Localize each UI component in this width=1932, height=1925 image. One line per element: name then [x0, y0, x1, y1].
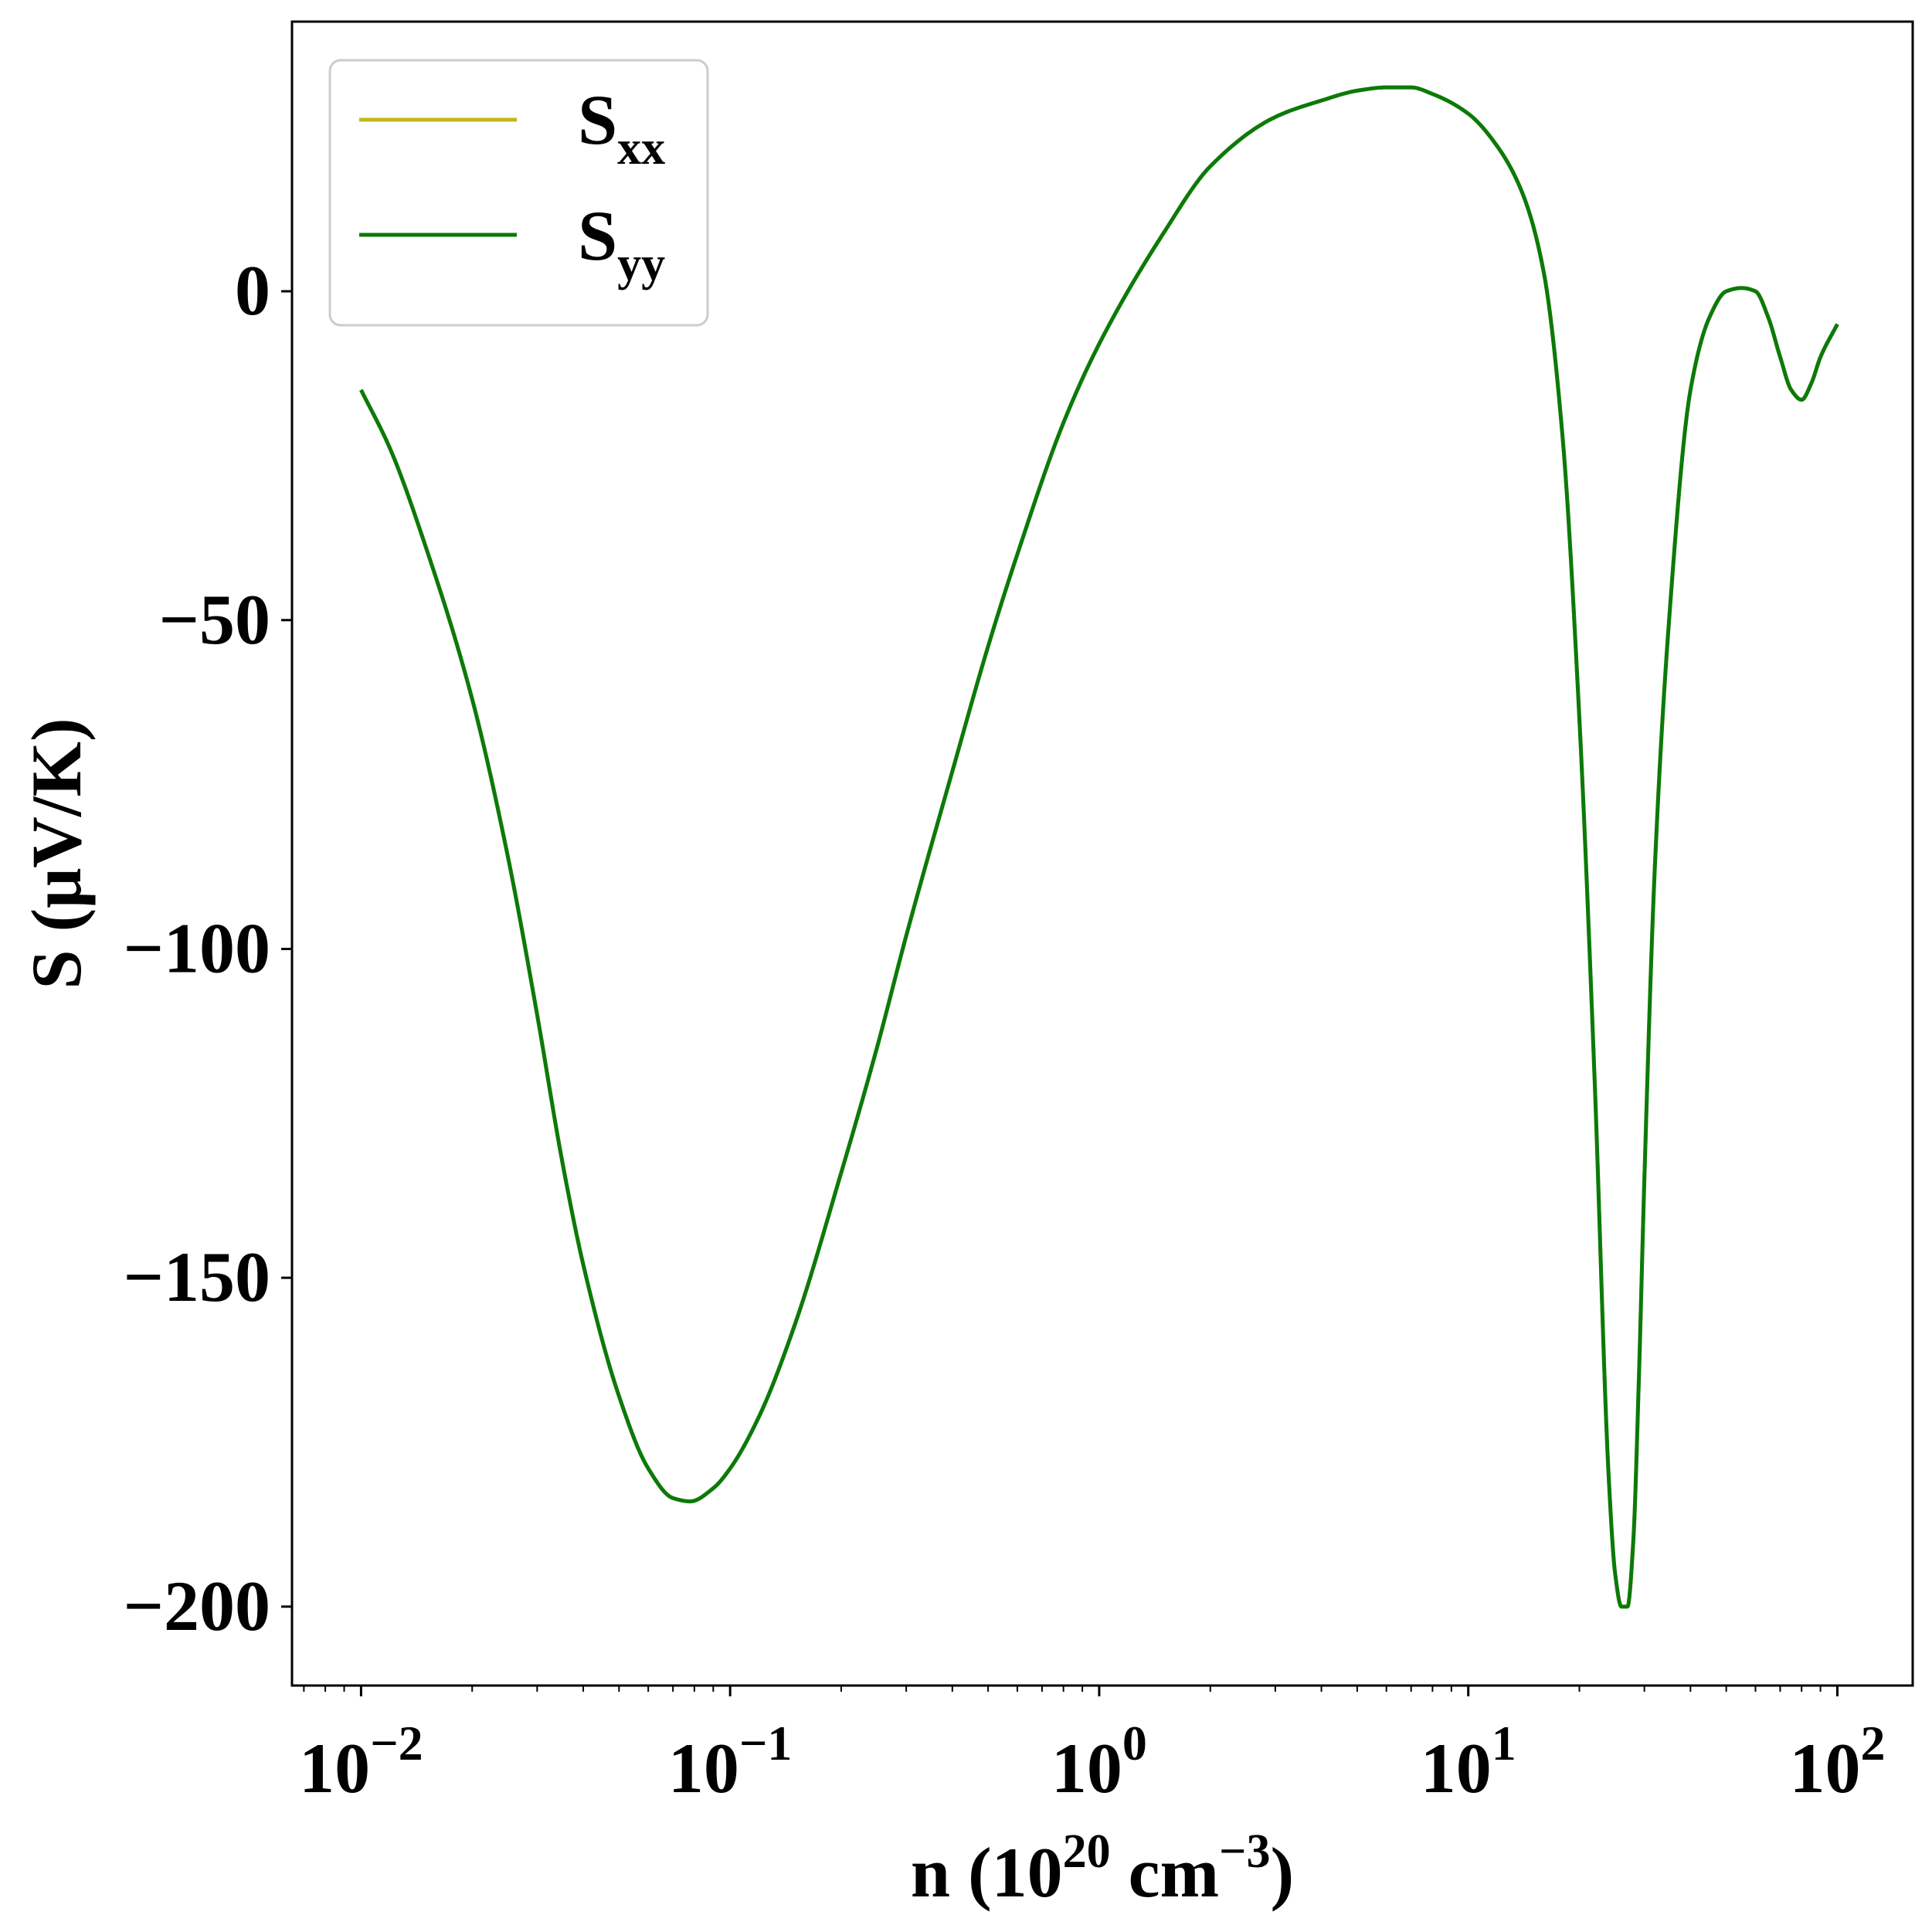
y-axis-ticks: 0 −50 −100 −150 −200: [124, 251, 292, 1645]
x-axis-ticks: 10−2 10−1 100 101 102: [299, 1686, 1885, 1808]
x-tick-label: 100: [1051, 1716, 1147, 1808]
y-tick-label: −150: [124, 1238, 270, 1316]
x-tick-label: 101: [1421, 1716, 1516, 1808]
y-tick-label: −100: [124, 908, 270, 987]
y-tick-label: −50: [159, 580, 270, 659]
series-line-syy: [359, 85, 1839, 1609]
legend-label-sxx: Sxx: [578, 80, 665, 175]
legend-label-syy: Syy: [578, 196, 665, 290]
y-tick-label: 0: [235, 251, 270, 330]
x-tick-label: 10−1: [668, 1716, 792, 1808]
x-tick-label: 102: [1789, 1716, 1885, 1808]
x-minor-ticks: [303, 1686, 1822, 1692]
legend-box: [328, 59, 709, 327]
series-layer: [359, 85, 1839, 1609]
x-tick-label: 10−2: [299, 1716, 423, 1808]
x-axis-label: n (1020 cm−3): [911, 1825, 1294, 1912]
y-tick-label: −200: [124, 1567, 270, 1645]
y-axis-label: S (μV/K): [17, 718, 96, 989]
plot-frame: [290, 20, 1914, 1687]
legend: Sxx Syy: [328, 59, 709, 327]
